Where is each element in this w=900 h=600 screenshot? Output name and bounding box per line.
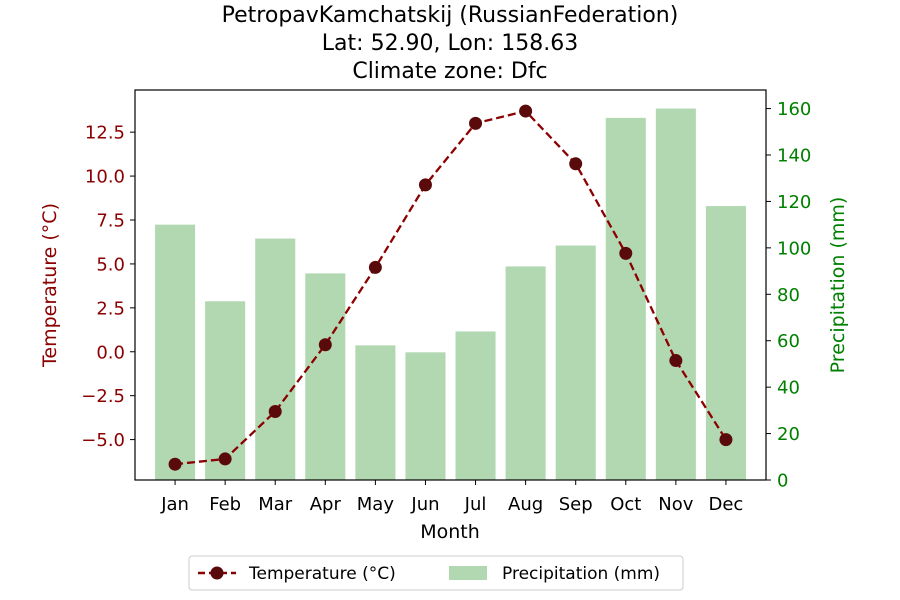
x-tick-label-sep: Sep [559, 494, 593, 515]
precipitation-bar-nov [655, 108, 696, 481]
temperature-point-sep [569, 157, 583, 171]
temperature-point-dec [719, 433, 733, 447]
x-tick-label-may: May [357, 494, 395, 515]
precipitation-bar-sep [555, 245, 596, 480]
legend-precipitation-label: Precipitation (mm) [502, 564, 660, 584]
temperature-point-jun [418, 178, 432, 192]
legend-temperature-label: Temperature (°C) [248, 564, 396, 584]
precipitation-bar-may [355, 345, 396, 480]
y-left-tick-label: 7.5 [96, 211, 125, 232]
precipitation-bar-aug [505, 266, 546, 480]
y-right-tick-label: 60 [777, 331, 800, 352]
y-right-tick-label: 100 [777, 238, 811, 259]
precipitation-bar-oct [605, 117, 646, 480]
temperature-point-apr [318, 338, 332, 352]
y-left-tick-label: 0.0 [96, 342, 125, 363]
temperature-line [168, 104, 733, 471]
x-tick-label-mar: Mar [258, 494, 293, 515]
temperature-point-mar [268, 404, 282, 418]
temperature-point-feb [218, 452, 232, 466]
y-right-tick-label: 120 [777, 192, 811, 213]
x-axis-label: Month [420, 521, 480, 543]
y-left-tick-label: 5.0 [96, 254, 125, 275]
temperature-point-may [368, 260, 382, 274]
precipitation-bar-jun [405, 352, 446, 480]
chart-subtitle-climate-zone: Climate zone: Dfc [352, 59, 547, 84]
y-left-tick-label: 12.5 [85, 123, 125, 144]
y-left-axis-label: Temperature (°C) [39, 203, 61, 368]
y-right-axis-label: Precipitation (mm) [827, 197, 849, 374]
y-left-tick-label: −5.0 [81, 430, 125, 451]
legend-box [188, 555, 684, 591]
temperature-point-aug [519, 104, 533, 118]
y-right-tick-label: 160 [777, 99, 811, 120]
y-right-tick-label: 80 [777, 285, 800, 306]
plot-frame [134, 89, 767, 481]
temperature-point-oct [619, 246, 633, 260]
precipitation-bars [155, 108, 746, 481]
y-left-tick-label: 10.0 [85, 167, 125, 188]
y-right-tick-label: 20 [777, 424, 800, 445]
x-tick-label-feb: Feb [209, 494, 241, 515]
x-tick-label-aug: Aug [508, 494, 543, 515]
legend-precipitation-swatch [449, 566, 487, 580]
y-left-tick-label: −2.5 [81, 386, 125, 407]
precipitation-bar-feb [205, 301, 246, 480]
x-tick-label-jul: Jul [464, 494, 487, 515]
x-tick-label-dec: Dec [709, 494, 744, 515]
x-tick-label-nov: Nov [658, 494, 693, 515]
x-tick-label-jan: Jan [160, 494, 189, 515]
y-right-tick-label: 0 [777, 471, 788, 492]
temperature-point-jul [469, 116, 483, 130]
chart-subtitle-lat-lon: Lat: 52.90, Lon: 158.63 [322, 31, 578, 56]
temperature-point-jan [168, 457, 182, 471]
temperature-point-nov [669, 354, 683, 368]
y-right-tick-label: 40 [777, 378, 800, 399]
x-tick-label-jun: Jun [410, 494, 439, 515]
legend-temperature-swatch-marker [210, 566, 224, 580]
precipitation-bar-apr [305, 273, 346, 480]
y-right-tick-label: 140 [777, 146, 811, 167]
axes: Jan Feb Mar Apr May Jun Jul Aug Sep Oct Nov Dec −5.0… [81, 89, 811, 515]
x-tick-label-apr: Apr [310, 494, 342, 515]
x-tick-label-oct: Oct [610, 494, 641, 515]
y-left-tick-label: 2.5 [96, 298, 125, 319]
legend: Temperature (°C) Precipitation (mm) [188, 555, 684, 591]
precipitation-bar-jan [155, 224, 196, 480]
precipitation-bar-mar [255, 238, 296, 480]
chart-title: PetropavKamchatskij (RussianFederation) [222, 3, 679, 28]
precipitation-bar-jul [455, 331, 496, 480]
